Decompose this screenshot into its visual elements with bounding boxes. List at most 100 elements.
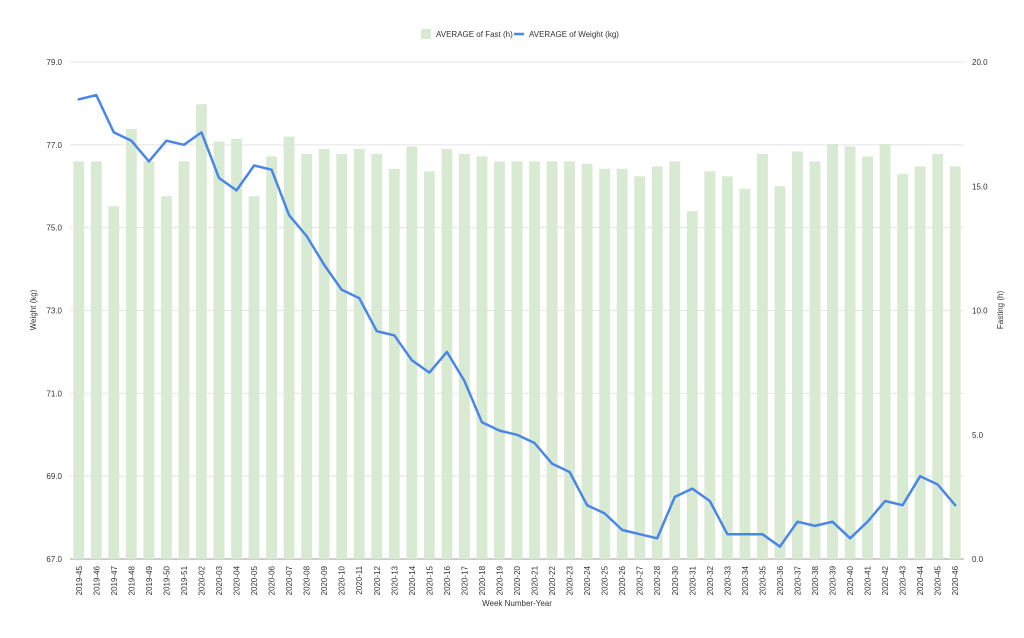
x-axis-title: Week Number-Year [482,599,552,608]
x-tick-label: 2019-47 [110,565,119,595]
x-tick-label: 2020-16 [443,565,452,595]
fast-bar [511,161,523,559]
fast-bar [494,161,505,559]
x-tick-label: 2019-50 [162,565,171,595]
fast-bar [196,104,207,560]
fast-bar [546,161,558,559]
fast-bar [564,161,576,559]
right-tick-label: 0.0 [972,555,984,564]
fast-bar [634,176,646,559]
x-tick-label: 2020-11 [355,565,364,594]
left-tick-label: 77.0 [46,141,62,150]
fast-bar [827,144,838,559]
x-tick-label: 2020-05 [250,565,259,595]
fast-bar [406,146,418,560]
x-tick-label: 2020-31 [688,565,697,595]
fast-bars [73,104,961,560]
fast-bar [125,129,137,559]
x-tick-label: 2020-41 [864,565,873,595]
x-tick-label: 2020-26 [618,565,627,595]
fast-bar [932,153,944,559]
right-tick-label: 15.0 [972,182,988,191]
fast-bar [756,153,768,559]
right-axis-ticks: 0.0 5.0 10.0 15.0 20.0 [972,58,988,564]
weight-line-layer [77,93,957,548]
x-tick-label: 2020-13 [390,565,399,595]
fast-bar [266,156,278,559]
fast-bar [143,161,155,559]
fast-bar [178,161,190,559]
fast-bar [301,153,313,559]
x-tick-label: 2020-08 [303,565,312,595]
fast-bar [160,196,172,559]
x-tick-label: 2020-18 [478,565,487,595]
fast-bar [423,171,435,559]
x-tick-label: 2020-39 [829,565,838,595]
x-tick-label: 2020-02 [198,565,207,595]
x-tick-label: 2020-15 [425,565,434,595]
fast-bar [213,141,225,559]
x-tick-label: 2020-20 [513,565,522,595]
legend: AVERAGE of Fast (h) AVERAGE of Weight (k… [421,29,619,39]
x-tick-label: 2020-14 [408,565,417,595]
x-tick-label: 2020-40 [846,565,855,595]
x-tick-label: 2020-23 [566,565,575,595]
left-tick-label: 73.0 [46,307,62,316]
fast-bar [686,211,698,559]
fast-bar [476,156,488,559]
fast-bar [616,168,628,560]
fast-bar [897,173,909,559]
x-tick-label: 2020-45 [934,565,943,595]
fast-bar [108,206,120,559]
fast-bar [774,186,786,559]
x-tick-label: 2020-32 [706,565,715,595]
x-tick-label: 2020-06 [268,565,277,595]
right-tick-label: 20.0 [972,58,988,67]
fast-bar [739,188,751,560]
x-tick-label: 2020-10 [338,565,347,595]
fast-bar [862,156,874,559]
x-tick-label: 2020-42 [881,565,890,595]
fast-bar [914,166,926,559]
x-tick-label: 2020-35 [758,565,767,595]
x-tick-label: 2020-43 [899,565,908,595]
right-tick-label: 10.0 [972,307,988,316]
x-tick-label: 2019-46 [92,565,101,595]
fast-bar [371,153,383,559]
x-tick-label: 2020-03 [215,565,224,595]
fast-bar [669,161,681,559]
x-tick-label: 2020-46 [951,565,960,595]
fast-bar [879,144,891,559]
fast-bar [318,148,330,559]
left-tick-label: 69.0 [46,472,62,481]
x-tick-label: 2020-34 [741,565,750,595]
left-tick-label: 79.0 [46,58,62,67]
fast-bar [231,139,242,559]
fast-bar [949,166,961,559]
fast-bar [844,146,856,560]
x-tick-label: 2020-12 [373,565,382,595]
x-tick-label: 2020-27 [636,565,645,595]
fast-bar [388,168,400,560]
fast-bar [581,163,593,559]
fast-bar [721,176,733,559]
weight-line [77,93,957,548]
fast-bar [458,153,470,559]
x-tick-label: 2020-33 [723,565,732,595]
left-tick-label: 71.0 [46,389,62,398]
fast-bar [73,161,85,559]
x-tick-label: 2020-19 [496,565,505,595]
left-axis-ticks: 67.0 69.0 71.0 73.0 75.0 77.0 79.0 [46,58,62,564]
x-tick-label: 2020-04 [233,565,242,595]
x-tick-label: 2020-07 [285,565,294,595]
x-tick-label: 2020-37 [794,565,803,595]
x-tick-label: 2020-25 [601,565,610,595]
x-tick-label: 2020-22 [548,565,557,595]
legend-swatch-fast [421,29,431,39]
fast-bar [283,136,295,560]
fast-bar [599,168,611,560]
left-tick-label: 75.0 [46,224,62,233]
x-tick-label: 2020-24 [583,565,592,595]
